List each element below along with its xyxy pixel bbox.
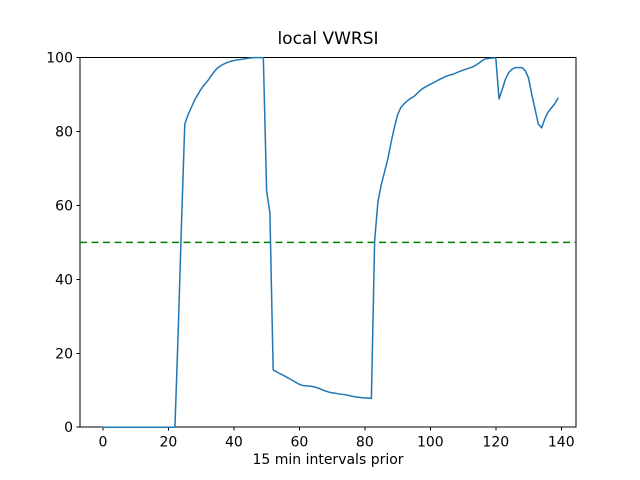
x-tick-label: 0 [98, 435, 107, 451]
x-axis-label: 15 min intervals prior [252, 452, 403, 468]
y-tick-label: 0 [64, 420, 73, 436]
x-tick-label: 20 [159, 435, 177, 451]
chart-title: local VWRSI [277, 29, 378, 49]
x-tick-label: 60 [290, 435, 308, 451]
series-layer [80, 56, 576, 428]
y-tick-label: 20 [55, 346, 73, 362]
axis-ticks: 0 20 40 60 80 100 120 140 0 20 40 60 80 100 [46, 51, 574, 451]
x-tick-label: 140 [548, 435, 575, 451]
x-tick-label: 100 [417, 435, 444, 451]
y-tick-label: 80 [55, 125, 73, 141]
x-tick-label: 80 [356, 435, 374, 451]
y-tick-label: 40 [55, 272, 73, 288]
y-tick-label: 100 [46, 51, 73, 67]
x-tick-label: 40 [225, 435, 243, 451]
vwrsi-line [102, 56, 559, 428]
x-tick-label: 120 [482, 435, 509, 451]
y-tick-label: 60 [55, 198, 73, 214]
